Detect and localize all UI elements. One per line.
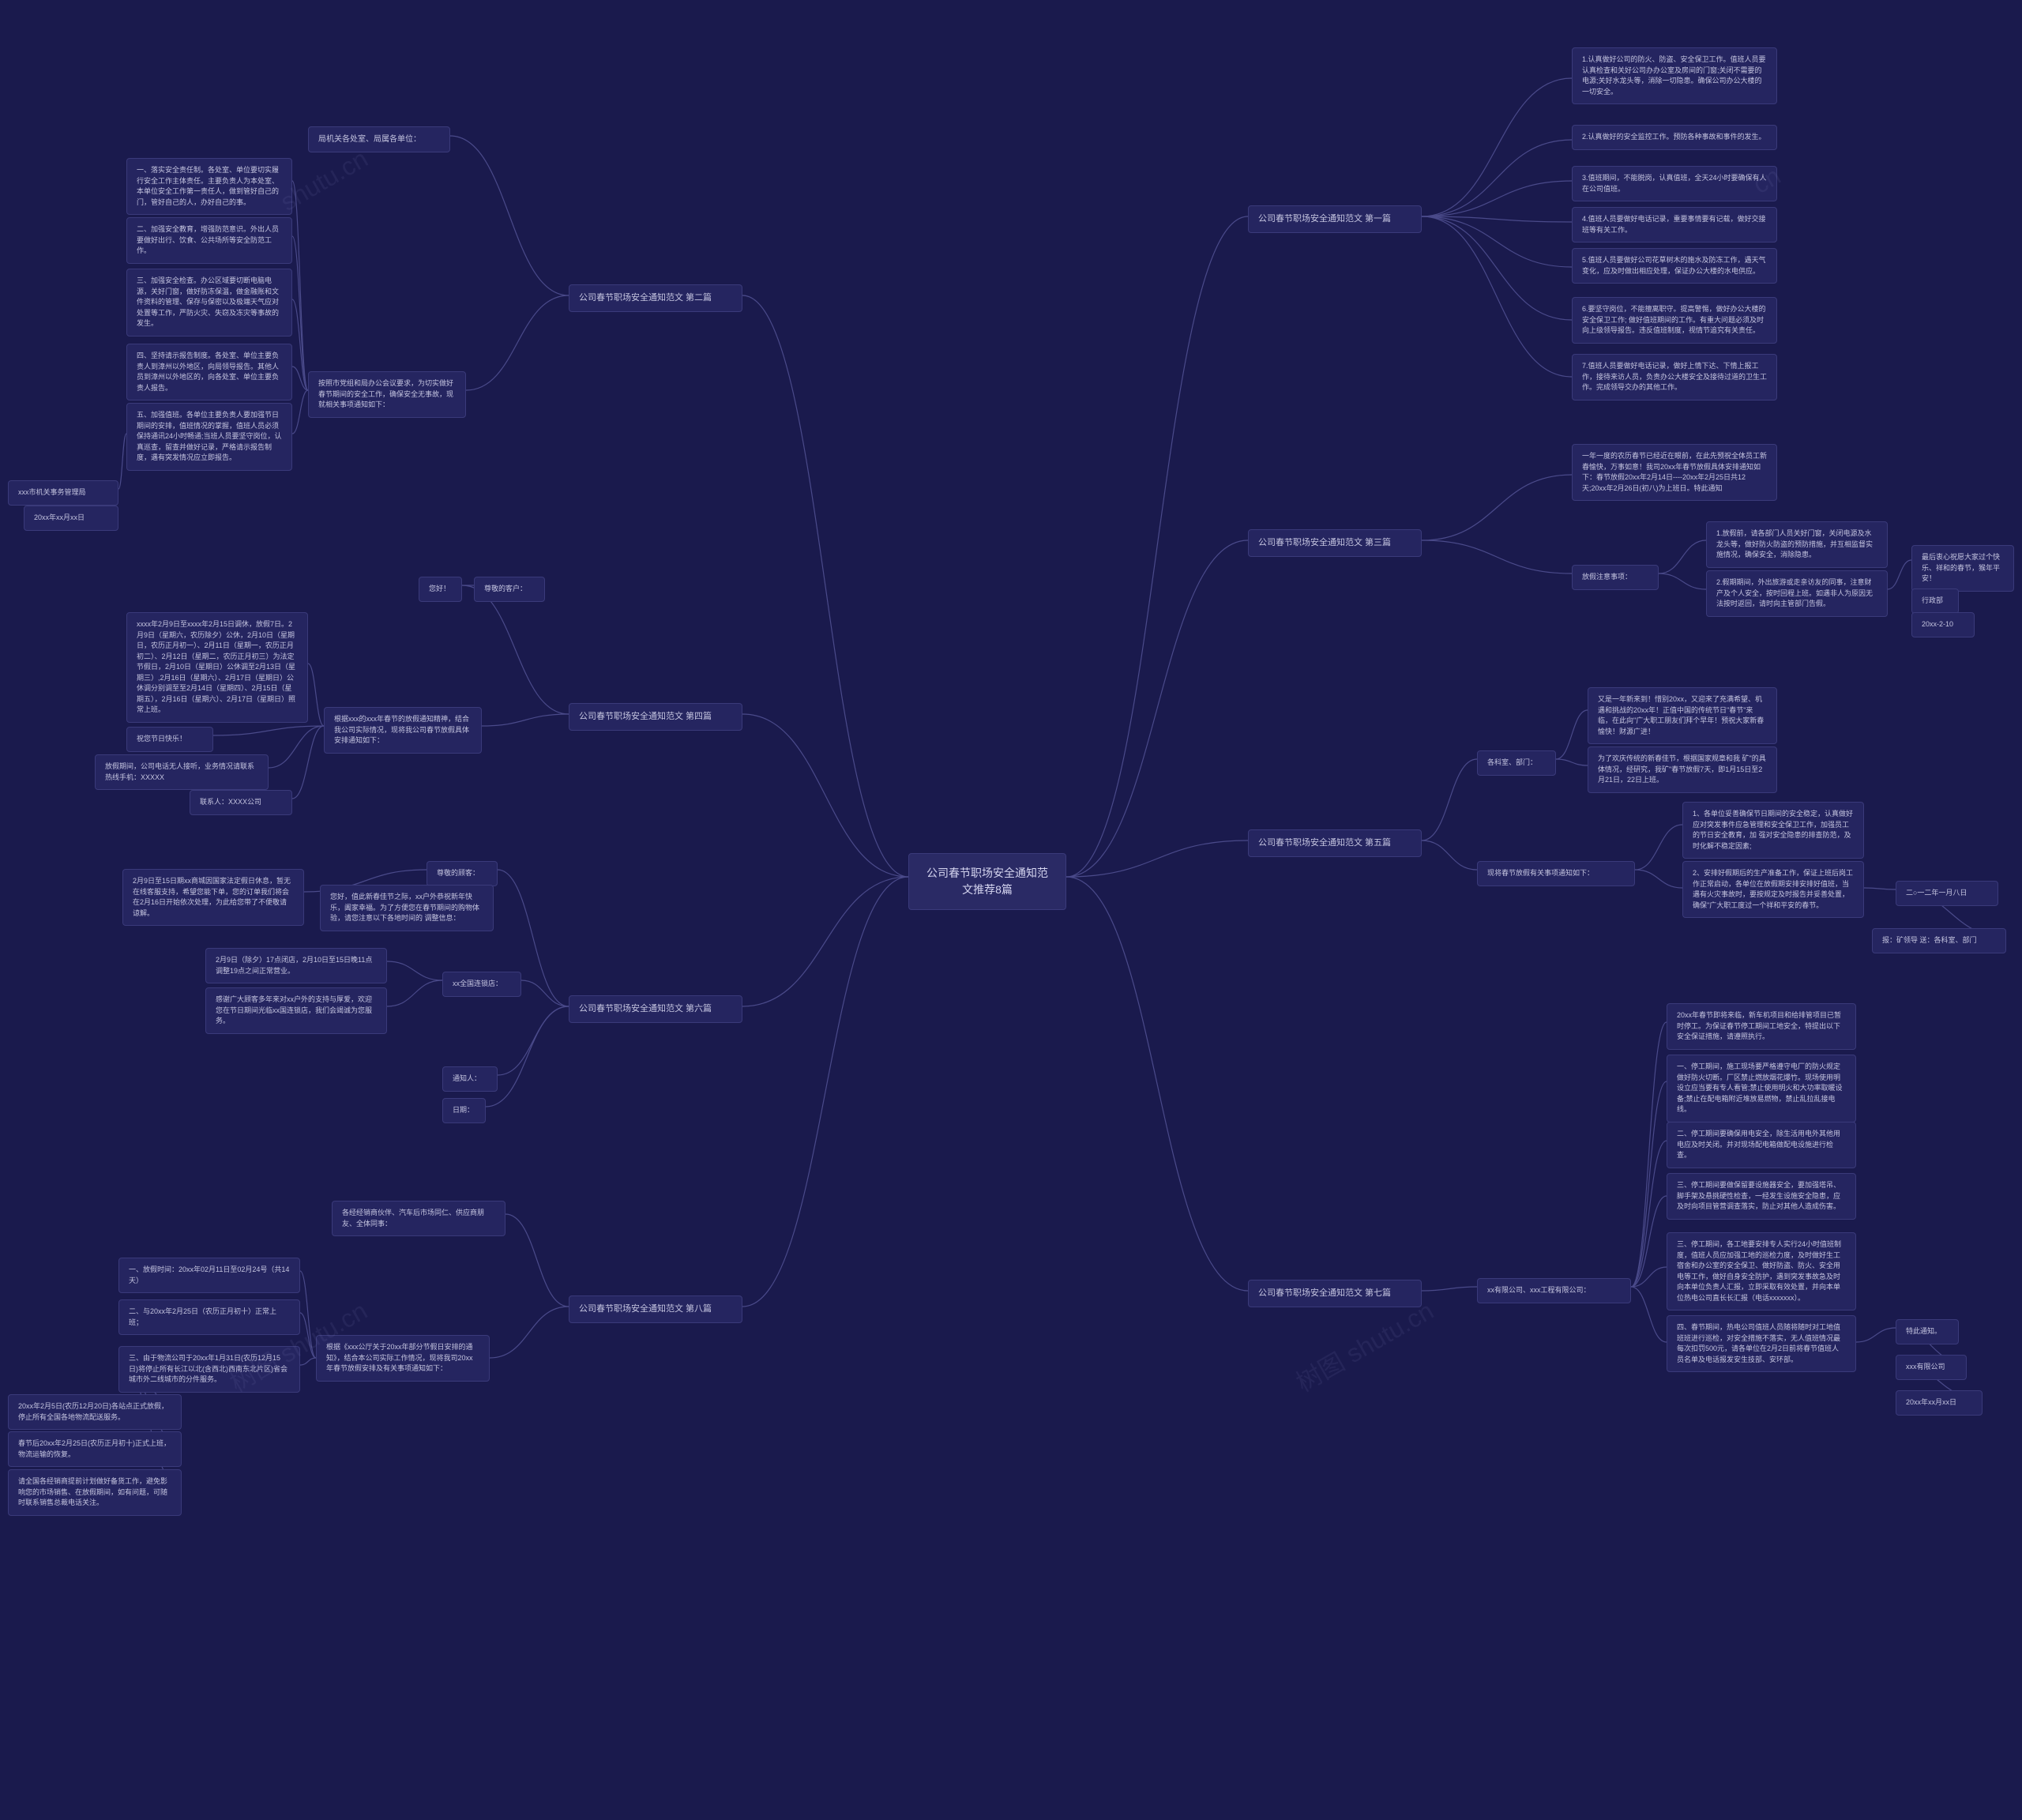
mindmap-node: 现将春节放假有关事项通知如下： xyxy=(1477,861,1635,886)
mindmap-node: 二○一二年一月八日 xyxy=(1896,881,1998,906)
center-node: 公司春节职场安全通知范 文推荐8篇 xyxy=(908,853,1066,910)
mindmap-node: 2月9日至15日期xx商城因国家法定假日休息，暂无在线客服支持，希望您能下单，您… xyxy=(122,869,304,926)
mindmap-node: 又是一年新来到！惜别20xx，又迎来了充满希望、机遇和挑战的20xx年！正值中国… xyxy=(1588,687,1777,744)
mindmap-node: 公司春节职场安全通知范文 第二篇 xyxy=(569,284,742,312)
mindmap-node: 20xx年xx月xx日 xyxy=(24,506,118,531)
mindmap-node: 通知人： xyxy=(442,1066,498,1092)
mindmap-node: 5.值班人员要做好公司花草树木的施水及防冻工作，遇天气变化，应及时做出相应处理，… xyxy=(1572,248,1777,284)
mindmap-node: 公司春节职场安全通知范文 第八篇 xyxy=(569,1295,742,1323)
mindmap-node: 二、与20xx年2月25日（农历正月初十）正常上班； xyxy=(118,1299,300,1335)
mindmap-node: 三、停工期间，各工地要安排专人实行24小时值班制度，值班人员应加强工地的巡检力度… xyxy=(1667,1232,1856,1310)
mindmap-node: 三、加强安全检查。办公区域要切断电脑电源，关好门窗，做好防冻保温，做金融账和文件… xyxy=(126,269,292,337)
mindmap-node: 联系人：XXXX公司 xyxy=(190,790,292,815)
mindmap-node: 公司春节职场安全通知范文 第六篇 xyxy=(569,995,742,1023)
mindmap-node: 2月9日（除夕）17点闭店，2月10日至15日晚11点调整19点之间正常营业。 xyxy=(205,948,387,983)
mindmap-node: 日期： xyxy=(442,1098,486,1123)
mindmap-node: 您好，值此新春佳节之际，xx户外恭祝新年快乐，阖家幸福。为了方便您在春节期间的购… xyxy=(320,885,494,931)
mindmap-node: 一、落实安全责任制。各处室、单位要切实履行安全工作主体责任。主要负责人为本处室、… xyxy=(126,158,292,215)
mindmap-node: 公司春节职场安全通知范文 第五篇 xyxy=(1248,829,1422,857)
mindmap-node: 2.认真做好的安全监控工作。预防各种事故和事件的发生。 xyxy=(1572,125,1777,150)
mindmap-node: 20xx年2月5日(农历12月20日)各站点正式放假，停止所有全国各地物流配送服… xyxy=(8,1394,182,1430)
watermark: 树图 shutu.cn xyxy=(1288,1292,1439,1400)
mindmap-node: 尊敬的客户： xyxy=(474,577,545,602)
mindmap-node: 您好！ xyxy=(419,577,462,602)
mindmap-node: 尊敬的顾客： xyxy=(427,861,498,886)
mindmap-node: 1、各单位妥善确保节日期间的安全稳定，认真做好应对突发事件应急管理和安全保卫工作… xyxy=(1682,802,1864,859)
mindmap-node: 各科室、部门： xyxy=(1477,750,1556,776)
mindmap-node: 3.值班期间，不能脱岗，认真值班，全天24小时要确保有人在公司值班。 xyxy=(1572,166,1777,201)
mindmap-node: 公司春节职场安全通知范文 第一篇 xyxy=(1248,205,1422,233)
mindmap-node: 三、由于物流公司于20xx年1月31日(农历12月15 日)将停止所有长江以北(… xyxy=(118,1346,300,1393)
mindmap-node: 请全国各经销商提前计划做好备货工作，避免影响您的市场销售、在放假期间，如有问题，… xyxy=(8,1469,182,1516)
mindmap-node: 二、停工期间要确保用电安全，除生活用电外其他用电应及时关闭。并对现场配电箱做配电… xyxy=(1667,1122,1856,1168)
mindmap-node: xxx市机关事务管理局 xyxy=(8,480,118,506)
mindmap-node: 行政部 xyxy=(1911,588,1959,614)
mindmap-node: 春节后20xx年2月25日(农历正月初十)正式上班，物流运输的恢复。 xyxy=(8,1431,182,1467)
mindmap-node: 四、坚持请示报告制度。各处室、单位主要负责人到漳州以外地区，向局领导报告。其他人… xyxy=(126,344,292,400)
mindmap-node: xx全国连锁店： xyxy=(442,972,521,997)
mindmap-node: 6.要坚守岗位，不能擅离职守。提高警惕，做好办公大楼的安全保卫工作; 做好值班期… xyxy=(1572,297,1777,344)
mindmap-node: 公司春节职场安全通知范文 第四篇 xyxy=(569,703,742,731)
mindmap-node: 公司春节职场安全通知范文 第三篇 xyxy=(1248,529,1422,557)
mindmap-node: 局机关各处室、局属各单位： xyxy=(308,126,450,152)
mindmap-node: 三、停工期间要做保留要设施器安全，要加强塔吊、脚手架及悬挑硬性检查，一经发生设施… xyxy=(1667,1173,1856,1220)
mindmap-node: 四、春节期间，热电公司值班人员随将随时对工地值班班进行巡检，对安全措施不落实，无… xyxy=(1667,1315,1856,1372)
mindmap-node: xxxx年2月9日至xxxx年2月15日调休，放假7日。2月9日（星期六，农历除… xyxy=(126,612,308,723)
mindmap-node: 各经经销商伙伴、汽车后市场同仁、供应商朋友、全体同事： xyxy=(332,1201,506,1236)
mindmap-node: 1.认真做好公司的防火、防盗、安全保卫工作。值班人员要认真检查和关好公司办办公室… xyxy=(1572,47,1777,104)
mindmap-node: 一年一度的农历春节已经近在眼前，在此先预祝全体员工新春愉快，万事如意！我司20x… xyxy=(1572,444,1777,501)
mindmap-node: 按照市党组和局办公会议要求，为切实做好春节期间的安全工作，确保安全无事故，现就相… xyxy=(308,371,466,418)
mindmap-node: 2、安排好假期后的生产准备工作，保证上班后岗工作正常启动，各单位在放假期安排安排… xyxy=(1682,861,1864,918)
mindmap-node: 20xx年春节即将来临，新车机项目和给排管项目已暂时停工。为保证春节停工期间工地… xyxy=(1667,1003,1856,1050)
mindmap-node: xxx有限公司 xyxy=(1896,1355,1967,1380)
mindmap-node: 一、放假时间：20xx年02月11日至02月24号（共14天） xyxy=(118,1258,300,1293)
mindmap-node: 一、停工期间，施工现场要严格遵守电厂的防火规定做好防火切断。厂区禁止燃放烟花爆竹… xyxy=(1667,1055,1856,1122)
mindmap-node: 二、加强安全教育，增强防范意识。外出人员要做好出行、饮食、公共场所等安全防范工作… xyxy=(126,217,292,264)
mindmap-node: 感谢广大顾客多年来对xx户外的支持与厚爱，欢迎您在节日期间光临xx国连锁店，我们… xyxy=(205,987,387,1034)
mindmap-node: 放假期间，公司电话无人接听，业务情况请联系热线手机：XXXXX xyxy=(95,754,269,790)
mindmap-node: 7.值班人员要做好电话记录，做好上情下达、下情上报工作，接待来访人员，负责办公大… xyxy=(1572,354,1777,400)
mindmap-node: 报：矿领导 送：各科室、部门 xyxy=(1872,928,2006,953)
mindmap-node: 特此通知。 xyxy=(1896,1319,1959,1344)
mindmap-node: 4.值班人员要做好电话记录，重要事情要有记载，做好交接班等有关工作。 xyxy=(1572,207,1777,243)
mindmap-node: 20xx-2-10 xyxy=(1911,612,1975,637)
mindmap-node: 公司春节职场安全通知范文 第七篇 xyxy=(1248,1280,1422,1307)
mindmap-node: 根据《xxx公厅关于20xx年部分节假日安排的通知》，结合本公司实际工作情况，现… xyxy=(316,1335,490,1382)
mindmap-node: 最后衷心祝愿大家过个快乐、祥和的春节，猴年平安！ xyxy=(1911,545,2014,592)
mindmap-node: 根据xxx的xxx年春节的放假通知精神，结合我公司实际情况，现将我公司春节放假具… xyxy=(324,707,482,754)
mindmap-node: 20xx年xx月xx日 xyxy=(1896,1390,1983,1416)
mindmap-node: 五、加强值班。各单位主要负责人要加强节日期间的安排，值班情况的掌握，值班人员必须… xyxy=(126,403,292,471)
mindmap-node: 1.放假前，请各部门人员关好门窗，关闭电源及水龙头等，做好防火防盗的预防措施，并… xyxy=(1706,521,1888,568)
mindmap-node: 2.假期期间，外出旅游或走亲访友的同事，注意财产及个人安全，按时回程上班。如遇非… xyxy=(1706,570,1888,617)
mindmap-node: 为了欢庆传统的新春佳节，根据国家规章和我 矿"的具体情况，经研究，我矿"春节放假… xyxy=(1588,746,1777,793)
mindmap-node: xx有限公司、xxx工程有限公司： xyxy=(1477,1278,1631,1303)
mindmap-node: 祝您节日快乐！ xyxy=(126,727,213,752)
mindmap-node: 放假注意事项： xyxy=(1572,565,1659,590)
